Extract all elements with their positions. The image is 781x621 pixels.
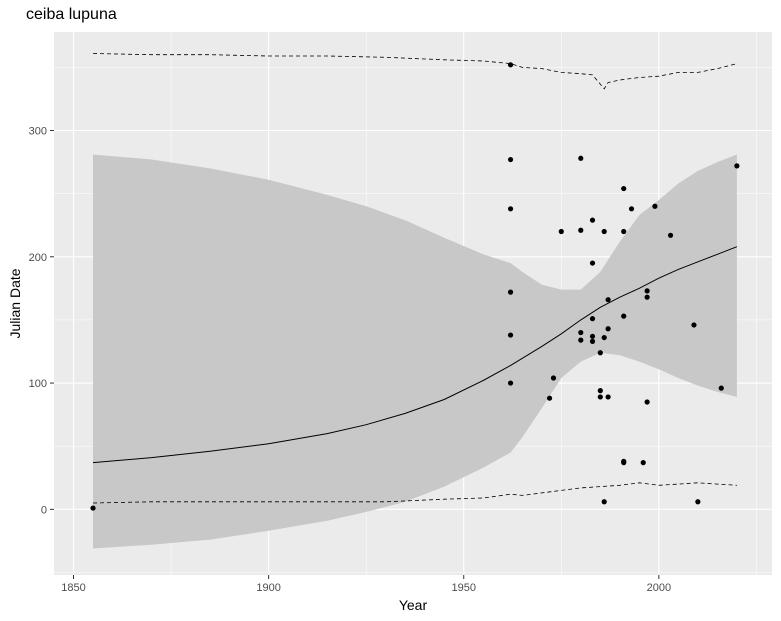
data-point — [644, 399, 650, 405]
data-point — [507, 206, 514, 212]
dashed-bounds-layer — [92, 53, 737, 504]
data-point — [734, 163, 740, 169]
axes-layer: 1850 1900 1950 2000 0 100 200 300 — [29, 125, 671, 594]
x-tick-label: 1900 — [256, 582, 280, 594]
data-point — [644, 288, 650, 294]
data-point — [589, 316, 596, 322]
x-tick-label: 2000 — [647, 582, 671, 594]
x-axis-title: Year — [399, 597, 428, 613]
data-point — [601, 499, 607, 505]
data-point — [597, 350, 603, 356]
data-point — [558, 228, 564, 235]
data-point — [507, 289, 514, 295]
data-point — [578, 155, 584, 161]
data-point — [597, 388, 603, 394]
data-point — [507, 332, 514, 338]
data-point — [601, 334, 607, 341]
data-point — [628, 206, 635, 212]
data-point — [621, 460, 627, 466]
data-point — [578, 227, 584, 233]
data-point — [621, 228, 627, 235]
data-point — [507, 62, 514, 68]
y-axis-title: Julian Date — [7, 268, 23, 338]
data-point — [507, 380, 514, 386]
confidence-ribbon-layer — [93, 154, 737, 549]
data-point — [605, 326, 611, 332]
y-tick-label: 0 — [41, 504, 47, 516]
data-point — [550, 375, 557, 381]
data-point — [652, 203, 658, 209]
fit-line — [92, 246, 738, 464]
data-point — [589, 338, 596, 344]
data-point — [718, 385, 724, 391]
data-point — [605, 394, 611, 400]
x-tick-label: 1850 — [61, 582, 85, 594]
data-point — [589, 333, 596, 339]
data-point — [621, 313, 627, 319]
dashed-lower-bound — [92, 482, 737, 504]
data-point — [546, 395, 553, 401]
y-tick-label: 300 — [29, 125, 47, 137]
chart-title: ceiba lupuna — [26, 6, 117, 23]
data-point — [621, 185, 627, 192]
y-tick-label: 200 — [29, 252, 47, 264]
data-point — [589, 260, 596, 266]
data-point — [578, 329, 584, 336]
data-point — [667, 232, 674, 238]
dashed-upper-bound — [92, 53, 737, 90]
data-point — [601, 228, 607, 235]
data-point — [640, 460, 646, 466]
data-point — [597, 394, 603, 400]
fit-line-layer — [92, 246, 738, 464]
data-points-layer — [90, 62, 740, 511]
data-point — [691, 322, 697, 328]
data-point — [90, 505, 96, 511]
data-point — [695, 499, 701, 505]
y-tick-label: 100 — [29, 378, 47, 390]
confidence-ribbon — [93, 154, 737, 549]
data-point — [605, 297, 611, 303]
data-point — [589, 217, 596, 223]
data-point — [578, 337, 584, 343]
data-point — [507, 156, 514, 163]
x-tick-label: 1950 — [451, 582, 475, 594]
data-point — [644, 294, 650, 300]
